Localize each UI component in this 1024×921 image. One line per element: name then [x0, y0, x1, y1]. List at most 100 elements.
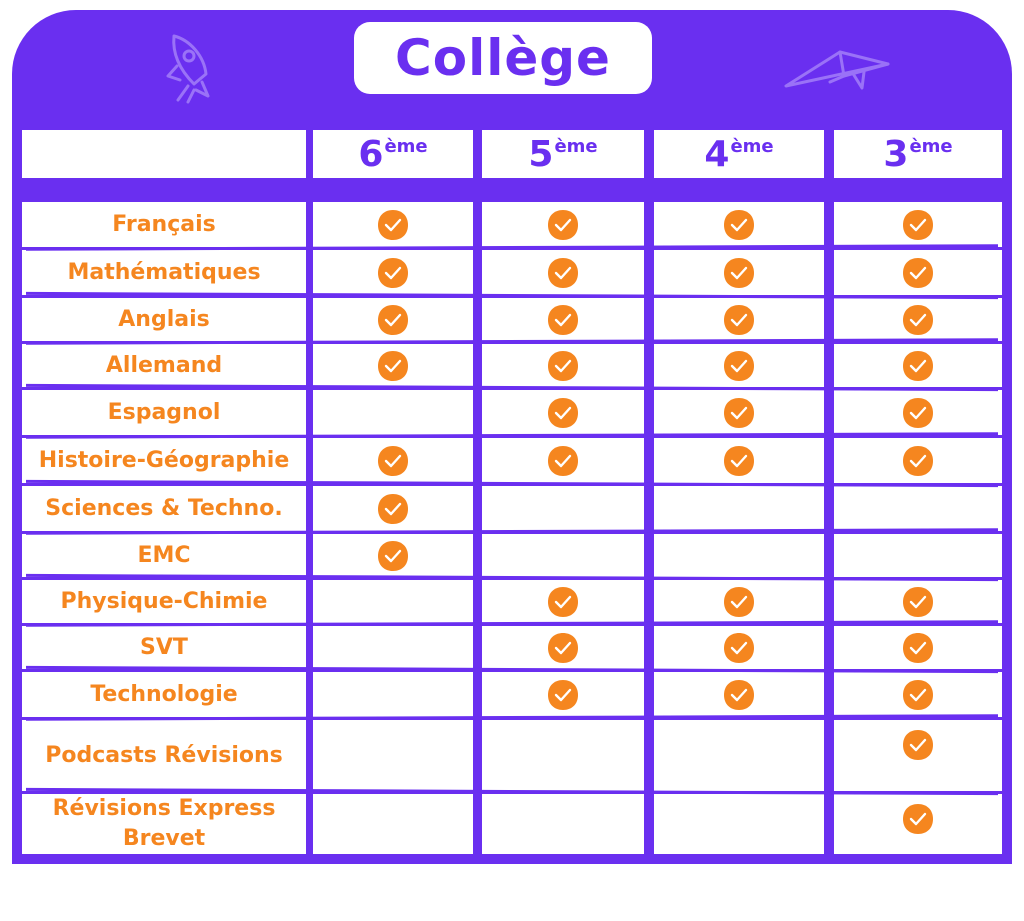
grade-cell	[313, 344, 473, 387]
grade-cell	[313, 720, 473, 791]
check-badge-icon	[724, 586, 754, 617]
grade-cell	[834, 534, 1002, 577]
check-badge-icon	[724, 632, 754, 663]
grade-cell	[482, 720, 644, 791]
grade-cell	[834, 626, 1002, 669]
grade-cell	[834, 298, 1002, 341]
grade-cell	[834, 580, 1002, 623]
check-badge-icon	[724, 257, 754, 288]
subject-label-cell: Français	[22, 202, 306, 247]
check-badge-icon	[903, 730, 933, 760]
check-badge-icon	[903, 350, 933, 381]
grade-cell	[654, 580, 824, 623]
grade-cell	[482, 580, 644, 623]
grade-cell	[654, 720, 824, 791]
subject-label: SVT	[140, 634, 188, 660]
grade-number: 4	[704, 133, 730, 175]
grade-suffix: ème	[554, 135, 598, 157]
grade-cell	[313, 298, 473, 341]
check-badge-icon	[724, 350, 754, 381]
subject-label: EMC	[137, 542, 191, 568]
grade-cell	[834, 344, 1002, 387]
subject-label: Histoire-Géographie	[38, 447, 290, 473]
check-badge-icon	[903, 304, 933, 335]
grade-cell	[313, 438, 473, 483]
grade-cell	[654, 250, 824, 295]
subject-label-cell: Technologie	[22, 672, 306, 717]
grade-number: 6	[358, 133, 384, 175]
grade-cell	[654, 390, 824, 435]
grade-cell	[654, 534, 824, 577]
check-badge-icon	[903, 804, 933, 834]
grade-header: 3 ème	[834, 130, 1002, 178]
grade-cell	[313, 534, 473, 577]
check-badge-icon	[903, 679, 933, 710]
grade-cell	[654, 672, 824, 717]
check-badge-icon	[724, 397, 754, 428]
check-badge-icon	[378, 304, 408, 335]
grade-cell	[834, 486, 1002, 531]
grade-cell	[313, 794, 473, 854]
paper-plane-icon	[784, 50, 890, 90]
check-badge-icon	[378, 257, 408, 288]
check-badge-icon	[548, 632, 578, 663]
check-badge-icon	[903, 586, 933, 617]
check-badge-icon	[548, 257, 578, 288]
grade-cell	[654, 202, 824, 247]
subject-label-cell: Mathématiques	[22, 250, 306, 295]
grade-cell	[834, 438, 1002, 483]
check-badge-icon	[548, 209, 578, 240]
check-badge-icon	[724, 445, 754, 476]
check-badge-icon	[548, 679, 578, 710]
check-badge-icon	[378, 445, 408, 476]
grade-cell	[654, 298, 824, 341]
grade-header: 4 ème	[654, 130, 824, 178]
page-title-pill: Collège	[354, 22, 652, 94]
grade-cell	[654, 626, 824, 669]
grade-cell	[482, 486, 644, 531]
check-badge-icon	[903, 397, 933, 428]
check-badge-icon	[378, 209, 408, 240]
grade-cell	[482, 534, 644, 577]
subject-label-cell: Physique-Chimie	[22, 580, 306, 623]
subject-label-cell: Podcasts Révisions	[22, 720, 306, 791]
grade-cell	[834, 672, 1002, 717]
check-badge-icon	[903, 632, 933, 663]
subject-label: Espagnol	[107, 399, 221, 425]
page-title: Collège	[395, 29, 611, 87]
grade-cell	[834, 794, 1002, 854]
check-badge-icon	[548, 586, 578, 617]
grade-cell	[313, 202, 473, 247]
subject-label-cell: Allemand	[22, 344, 306, 387]
grade-cell	[834, 250, 1002, 295]
grade-cell	[482, 298, 644, 341]
subject-label: Révisions Express Brevet	[52, 796, 276, 851]
subject-label-cell: Anglais	[22, 298, 306, 341]
grade-suffix: ème	[384, 135, 428, 157]
grade-cell	[482, 250, 644, 295]
grade-cell	[834, 720, 1002, 791]
grade-suffix: ème	[730, 135, 774, 157]
grade-cell	[313, 580, 473, 623]
rocket-icon	[166, 34, 210, 104]
grade-cell	[482, 626, 644, 669]
subject-label: Allemand	[105, 352, 223, 378]
grade-cell	[482, 438, 644, 483]
check-badge-icon	[378, 493, 408, 524]
check-badge-icon	[903, 445, 933, 476]
check-badge-icon	[378, 350, 408, 381]
grade-number: 5	[528, 133, 554, 175]
grade-number: 3	[883, 133, 909, 175]
subject-label-cell: EMC	[22, 534, 306, 577]
grade-suffix: ème	[909, 135, 953, 157]
grade-cell	[482, 672, 644, 717]
check-badge-icon	[724, 304, 754, 335]
grade-cell	[654, 794, 824, 854]
grade-cell	[313, 486, 473, 531]
subject-label-cell: Espagnol	[22, 390, 306, 435]
check-badge-icon	[903, 209, 933, 240]
check-badge-icon	[548, 445, 578, 476]
grade-header: 5 ème	[482, 130, 644, 178]
grade-cell	[654, 344, 824, 387]
subject-label-cell: SVT	[22, 626, 306, 669]
